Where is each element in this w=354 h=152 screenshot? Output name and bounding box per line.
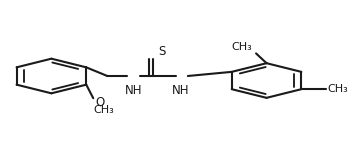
Text: CH₃: CH₃ — [93, 105, 114, 115]
Text: NH: NH — [172, 84, 190, 97]
Text: O: O — [95, 96, 104, 109]
Text: CH₃: CH₃ — [327, 84, 348, 94]
Text: CH₃: CH₃ — [232, 42, 252, 52]
Text: NH: NH — [125, 84, 142, 97]
Text: S: S — [158, 45, 165, 58]
